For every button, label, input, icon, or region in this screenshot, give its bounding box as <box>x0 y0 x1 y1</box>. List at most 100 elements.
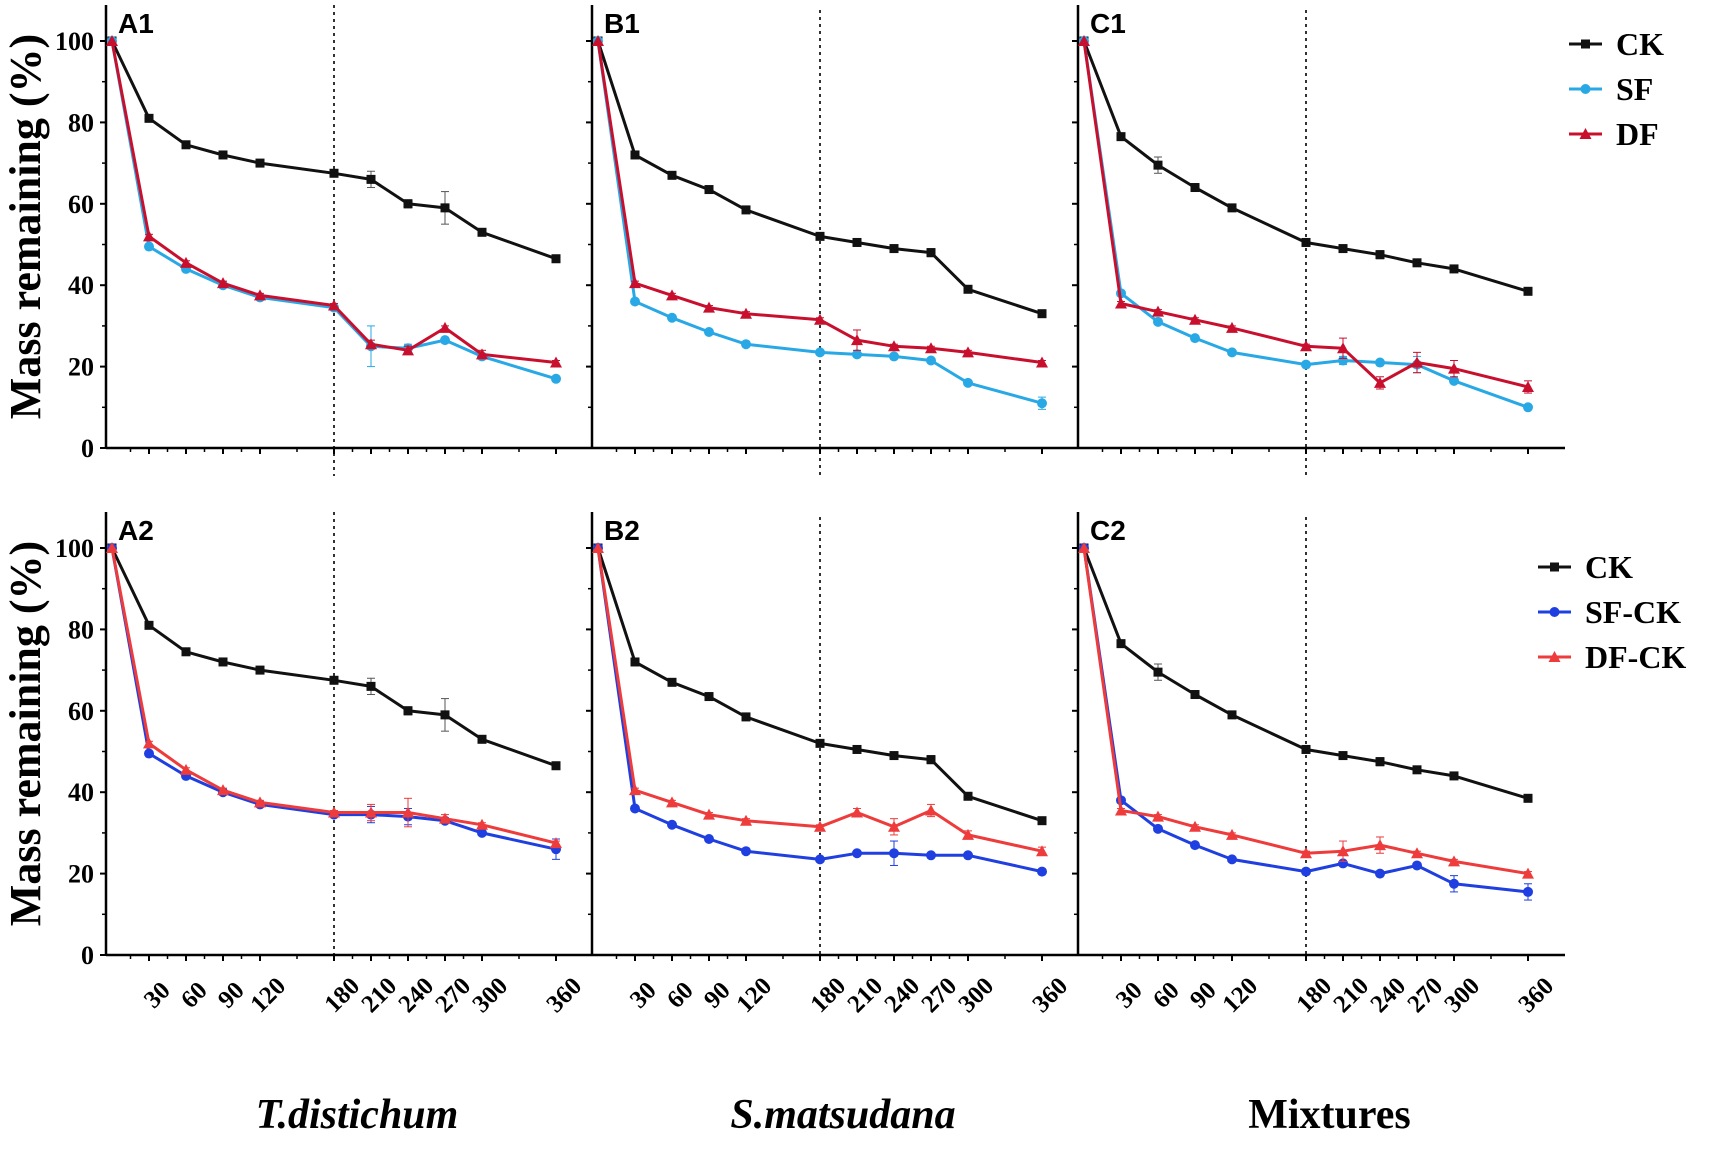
data-point <box>1036 356 1048 368</box>
data-point <box>1152 810 1164 822</box>
x-tick-label: 30 <box>139 977 176 1014</box>
data-point <box>551 761 561 771</box>
y-tick-label: 0 <box>81 434 94 463</box>
data-point <box>962 828 974 840</box>
series-ck <box>593 36 1047 319</box>
data-point <box>181 647 191 657</box>
data-point <box>629 784 641 796</box>
data-point <box>666 289 678 301</box>
data-point <box>1412 765 1422 775</box>
data-point <box>144 113 154 123</box>
data-point <box>592 542 604 553</box>
y-tick-label: 100 <box>55 27 94 56</box>
series-df-ck <box>1078 542 1534 879</box>
x-axis-title: T.distichum <box>256 1092 459 1138</box>
x-tick-label: 360 <box>1028 973 1074 1019</box>
data-point <box>1523 402 1533 413</box>
data-point <box>963 791 973 801</box>
x-tick-label: 30 <box>1111 977 1148 1014</box>
data-point <box>852 349 862 360</box>
data-point <box>1153 160 1163 170</box>
data-point <box>476 818 488 830</box>
y-tick-label: 40 <box>68 778 94 807</box>
data-point <box>217 277 229 289</box>
series-df <box>1078 35 1534 394</box>
data-point <box>551 373 561 384</box>
legend-entry-df: DF <box>1569 116 1659 152</box>
x-tick-label: 180 <box>1292 973 1338 1019</box>
data-point <box>592 35 604 46</box>
data-point <box>667 170 677 180</box>
data-point <box>629 277 641 289</box>
data-point <box>1337 845 1349 857</box>
data-point <box>1449 264 1459 274</box>
series-ck <box>1079 36 1533 296</box>
data-point <box>366 681 376 691</box>
data-point <box>704 327 714 338</box>
panel-label: B1 <box>604 8 640 39</box>
legend: CK SF DF <box>1569 26 1664 152</box>
data-point <box>1375 250 1385 260</box>
series-df <box>592 35 1048 368</box>
data-point <box>1116 639 1126 649</box>
y-tick-label: 0 <box>81 941 94 970</box>
x-tick-label: 210 <box>1329 973 1375 1019</box>
y-tick-label: 60 <box>68 697 94 726</box>
legend-marker <box>1580 84 1591 94</box>
series-df <box>106 35 562 368</box>
y-tick-label: 20 <box>68 860 94 889</box>
data-point <box>815 738 825 748</box>
panel-label: C1 <box>1090 8 1126 39</box>
series-ck <box>593 543 1047 826</box>
panel-label: A1 <box>118 8 154 39</box>
data-point <box>1337 342 1349 354</box>
x-tick-label: 300 <box>1440 973 1486 1019</box>
data-point <box>704 692 714 702</box>
y-tick-label: 80 <box>68 615 94 644</box>
data-point <box>703 301 715 313</box>
data-point <box>218 657 228 667</box>
data-point <box>1078 542 1090 553</box>
data-point <box>630 150 640 160</box>
data-point <box>741 205 751 215</box>
data-point <box>1523 286 1533 296</box>
y-tick-label: 60 <box>68 190 94 219</box>
data-point <box>180 763 192 775</box>
data-point <box>630 657 640 667</box>
data-point <box>254 289 266 301</box>
panel-label: B2 <box>604 515 640 546</box>
x-tick-label: 60 <box>662 977 699 1014</box>
x-tick-label: 60 <box>176 977 213 1014</box>
data-point <box>703 808 715 820</box>
y-axis-title: Mass remaining (%) <box>1 541 50 926</box>
data-point <box>551 254 561 264</box>
data-point <box>1449 878 1459 889</box>
legend-entry-df-ck: DF-CK <box>1538 639 1686 675</box>
y-tick-label: 20 <box>68 353 94 382</box>
data-point <box>926 355 936 366</box>
x-tick-label: 90 <box>699 977 736 1014</box>
data-point <box>402 344 414 356</box>
data-point <box>477 227 487 237</box>
data-point <box>1226 321 1238 333</box>
data-point <box>144 748 154 759</box>
panel-label: A2 <box>118 515 154 546</box>
legend-label: SF <box>1616 71 1653 107</box>
data-point <box>1116 132 1126 142</box>
data-point <box>477 734 487 744</box>
data-point <box>1523 886 1533 897</box>
series-line <box>110 547 557 768</box>
data-point <box>1448 855 1460 867</box>
data-point <box>926 755 936 765</box>
data-point <box>1523 793 1533 803</box>
x-tick-label: 240 <box>880 973 926 1019</box>
series-line <box>110 547 557 851</box>
x-tick-label: 180 <box>320 973 366 1019</box>
panel-a1: 0 20 40 60 80 100 A1 Mass remaining (%) <box>1 5 592 476</box>
data-point <box>1037 309 1047 319</box>
data-point <box>926 850 936 861</box>
data-point <box>1189 313 1201 325</box>
data-point <box>181 140 191 150</box>
